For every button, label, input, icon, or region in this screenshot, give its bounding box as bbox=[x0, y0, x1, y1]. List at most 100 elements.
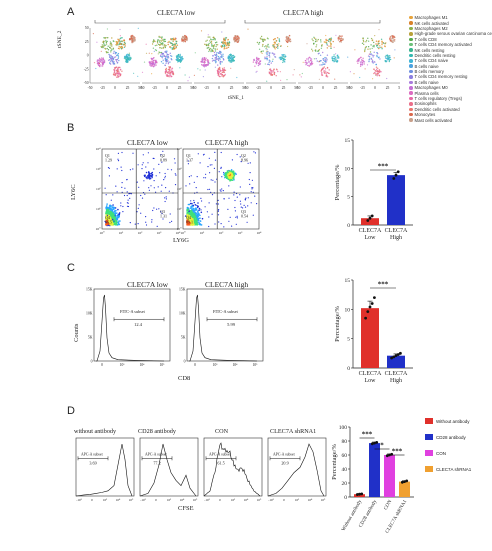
tsne-point bbox=[112, 60, 114, 62]
cfse-frame bbox=[267, 437, 327, 497]
tsne-point bbox=[391, 39, 393, 41]
flow-event bbox=[197, 153, 199, 155]
tsne-point bbox=[326, 76, 329, 78]
flow-event bbox=[254, 195, 256, 197]
tsne-point bbox=[363, 63, 365, 65]
bar-y-tick-label: 0 bbox=[347, 223, 350, 229]
tsne-point bbox=[176, 55, 179, 58]
tsne-point bbox=[129, 59, 131, 61]
flow-event bbox=[153, 157, 155, 160]
legend-a-label: Mast cells activated bbox=[414, 117, 453, 123]
flow-event bbox=[256, 203, 258, 205]
tsne-point bbox=[207, 60, 210, 62]
tsne-point bbox=[210, 42, 213, 44]
bar-category-label: Low bbox=[365, 378, 377, 384]
tsne-x-tick: -50 bbox=[244, 86, 249, 90]
flow-event bbox=[142, 154, 144, 156]
tsne-point bbox=[287, 37, 290, 39]
tsne-point bbox=[116, 76, 118, 78]
tsne-point bbox=[116, 58, 119, 61]
tsne-point bbox=[271, 73, 274, 76]
panel-a-group-low-label: CLEC7A low bbox=[157, 9, 196, 17]
flow-event bbox=[208, 188, 211, 190]
significance-label: *** bbox=[392, 448, 403, 456]
tsne-point bbox=[162, 59, 164, 61]
cfse-curve bbox=[203, 442, 261, 497]
tsne-x-tick: -50 bbox=[140, 86, 145, 90]
tsne-point bbox=[362, 37, 364, 40]
tsne-point bbox=[208, 61, 210, 64]
flow-event bbox=[194, 208, 196, 210]
tsne-point bbox=[322, 62, 324, 64]
legend-a-item: Dendritic cells resting bbox=[409, 53, 491, 58]
tsne-point bbox=[227, 46, 230, 48]
flow-event bbox=[132, 152, 134, 154]
tsne-point bbox=[165, 44, 167, 47]
legend-a-label: Macrophages M0 bbox=[414, 85, 448, 91]
tsne-point bbox=[315, 39, 317, 41]
tsne-point bbox=[164, 38, 166, 41]
tsne-point bbox=[113, 69, 115, 71]
flow-event bbox=[239, 186, 241, 188]
tsne-point bbox=[123, 46, 126, 48]
flow-event bbox=[140, 194, 142, 197]
tsne-point bbox=[278, 43, 280, 45]
tsne-point bbox=[221, 55, 223, 57]
flow-event bbox=[228, 185, 230, 187]
flow-event bbox=[106, 214, 108, 216]
tsne-point bbox=[289, 38, 291, 40]
bar-point bbox=[400, 480, 404, 484]
tsne-point bbox=[324, 63, 326, 65]
flow-y-tick: 10³ bbox=[96, 167, 101, 171]
bar-category-label: High bbox=[390, 378, 402, 384]
tsne-point bbox=[152, 47, 155, 49]
bar-point bbox=[403, 480, 406, 483]
tsne-point bbox=[371, 39, 374, 41]
panel-c-xlabel: CD8 bbox=[178, 375, 191, 382]
tsne-point bbox=[323, 59, 325, 62]
tsne-x-tick: 50 bbox=[242, 86, 246, 90]
tsne-point bbox=[206, 61, 209, 63]
tsne-point bbox=[137, 27, 139, 29]
tsne-point bbox=[325, 57, 327, 59]
tsne-point bbox=[210, 50, 212, 53]
tsne-point bbox=[169, 46, 172, 48]
tsne-point bbox=[218, 71, 221, 73]
flow-event bbox=[145, 224, 148, 226]
tsne-point bbox=[374, 70, 376, 72]
tsne-point bbox=[299, 74, 301, 76]
flow-event bbox=[143, 180, 145, 182]
tsne-point bbox=[99, 60, 101, 62]
legend-a-item: Macrophages M1 bbox=[409, 15, 491, 20]
tsne-point bbox=[113, 63, 115, 65]
flow-event bbox=[189, 202, 192, 205]
flow-event bbox=[121, 191, 123, 193]
flow-event bbox=[117, 160, 120, 162]
tsne-point bbox=[156, 44, 158, 46]
tsne-point bbox=[117, 54, 119, 57]
flow-event bbox=[155, 175, 157, 177]
tsne-point bbox=[307, 57, 310, 59]
flow-event bbox=[146, 177, 148, 180]
flow-event bbox=[252, 187, 254, 189]
flow-event bbox=[187, 221, 190, 223]
tsne-point bbox=[288, 38, 290, 41]
tsne-point bbox=[97, 63, 99, 65]
legend-a-item: High-grade serous ovarian carcinoma cell… bbox=[409, 31, 492, 36]
flow-event bbox=[161, 161, 163, 163]
tsne-point bbox=[304, 61, 306, 64]
tsne-point bbox=[384, 60, 386, 62]
legend-a-swatch bbox=[409, 69, 413, 74]
flow-event bbox=[245, 197, 247, 199]
histogram-y-tick: 5K bbox=[181, 336, 186, 340]
tsne-point bbox=[371, 54, 373, 56]
legend-a-swatch bbox=[409, 26, 413, 31]
tsne-point bbox=[175, 58, 177, 61]
tsne-point bbox=[96, 60, 98, 62]
flow-event bbox=[187, 163, 189, 165]
tsne-point bbox=[169, 76, 171, 78]
tsne-point bbox=[126, 55, 128, 58]
tsne-point bbox=[331, 56, 333, 58]
tsne-point bbox=[364, 48, 366, 50]
bar-point bbox=[368, 216, 372, 220]
